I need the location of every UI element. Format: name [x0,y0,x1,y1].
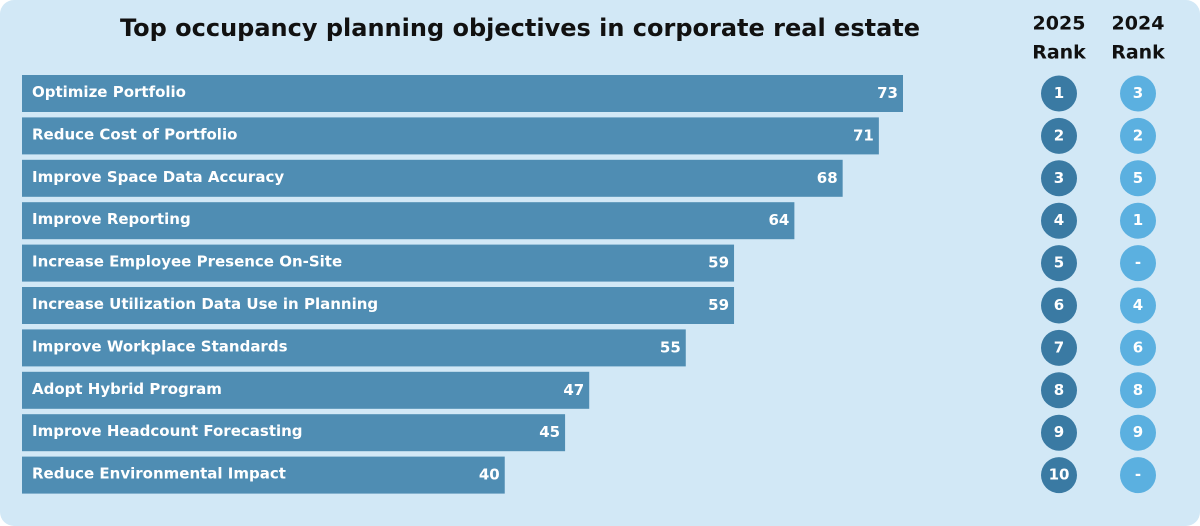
rank-badge [1041,117,1077,154]
rank-badge [1120,202,1156,239]
value-label: 59 [708,296,729,314]
rank-badge [1041,202,1077,239]
rank-label: 3 [1133,84,1143,102]
rank-badge [1041,245,1077,282]
rank-label: 9 [1133,423,1143,441]
rank-badge [1041,372,1077,409]
value-label: 55 [660,338,681,356]
rank-label: 6 [1054,296,1064,314]
rank-label: 2 [1054,126,1064,144]
rank-badge [1120,245,1156,282]
category-label: Increase Employee Presence On-Site [32,253,342,271]
rank-label: 9 [1054,423,1064,441]
bar [22,287,735,324]
bar [22,456,505,494]
category-label: Adopt Hybrid Program [32,380,222,398]
rank-label: 2 [1133,126,1143,144]
rank-badge [1041,287,1077,324]
bar [22,75,903,112]
rank-badge [1120,160,1156,197]
rank-badge [1120,329,1156,366]
value-label: 73 [877,84,898,102]
category-label: Improve Workplace Standards [32,337,288,355]
bar [22,159,843,197]
rank-label: 6 [1133,338,1143,356]
value-label: 71 [853,126,874,144]
rank-label: 5 [1054,254,1064,272]
category-label: Optimize Portfolio [32,83,186,101]
rank-label: 8 [1133,381,1143,399]
rank-label: 5 [1133,169,1143,187]
value-label: 40 [479,466,500,484]
rank-header: Rank [1032,42,1086,64]
rank-header: 2024 [1112,13,1165,35]
rank-badge [1041,329,1077,366]
rank-label: - [1135,466,1141,484]
chart-title: Top occupancy planning objectives in cor… [120,14,920,42]
bar [22,244,735,282]
category-label: Improve Reporting [32,210,191,228]
rank-badge [1041,160,1077,197]
bar [22,371,590,409]
rank-badge [1120,372,1156,409]
rank-header: Rank [1111,42,1165,64]
rank-label: 10 [1049,466,1070,484]
rank-label: 4 [1054,211,1064,229]
bar [22,329,686,367]
category-label: Improve Headcount Forecasting [32,422,303,440]
value-label: 68 [817,169,838,187]
rank-label: 4 [1133,296,1143,314]
category-label: Reduce Cost of Portfolio [32,125,237,143]
category-label: Improve Space Data Accuracy [32,168,284,186]
rank-label: 8 [1054,381,1064,399]
rank-badge [1041,75,1077,112]
rank-label: 1 [1054,84,1064,102]
value-label: 59 [708,254,729,272]
category-label: Reduce Environmental Impact [32,465,286,483]
rank-label: 7 [1054,338,1064,356]
bar [22,117,879,155]
rank-label: - [1135,254,1141,272]
rank-badge [1041,457,1077,494]
rank-label: 3 [1054,169,1064,187]
rank-label: 1 [1133,211,1143,229]
category-label: Increase Utilization Data Use in Plannin… [32,295,378,313]
bar [22,202,795,240]
rank-badge [1120,287,1156,324]
rank-badge [1120,75,1156,112]
rank-badge [1041,414,1077,451]
value-label: 45 [539,423,560,441]
rank-badge [1120,414,1156,451]
value-label: 64 [769,211,790,229]
value-label: 47 [563,381,584,399]
rank-badge [1120,117,1156,154]
rank-badge [1120,457,1156,494]
rank-header: 2025 [1033,13,1086,35]
bar [22,414,566,452]
